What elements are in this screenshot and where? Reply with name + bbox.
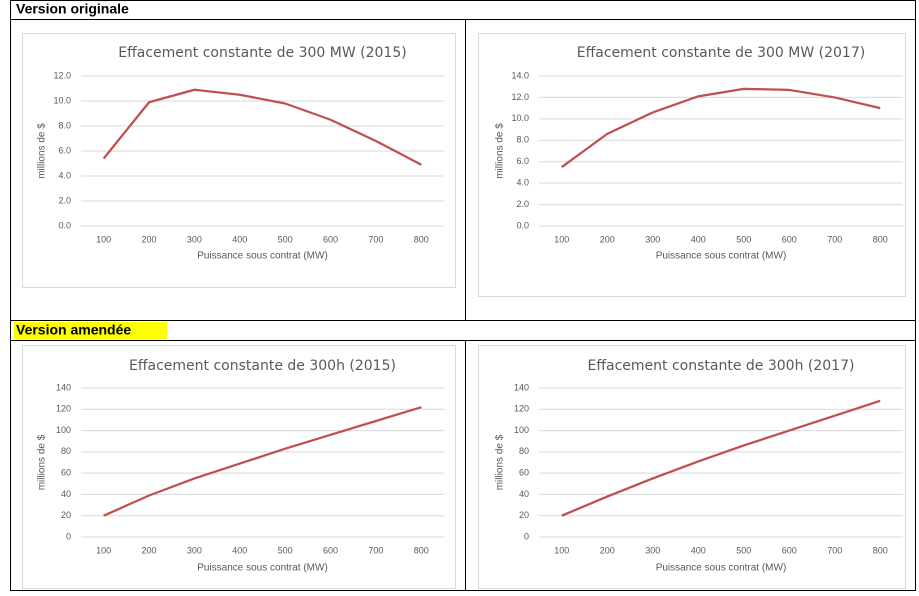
x-tick-label: 100 — [96, 234, 111, 244]
highlight — [14, 322, 167, 339]
y-tick-label: 40 — [519, 489, 529, 499]
x-tick-label: 600 — [323, 234, 338, 244]
y-tick-label: 60 — [519, 468, 529, 478]
y-tick-label: 100 — [56, 425, 71, 435]
chart-frame — [22, 33, 456, 288]
x-tick-label: 500 — [278, 234, 293, 244]
y-tick-label: 12.0 — [53, 70, 71, 80]
y-tick-label: 0 — [66, 531, 71, 541]
x-tick-label: 300 — [187, 234, 202, 244]
y-tick-label: 120 — [56, 404, 71, 414]
line-series — [561, 87, 881, 168]
y-tick-label: 2.0 — [58, 195, 71, 205]
line-series — [102, 88, 422, 166]
chart-title: Effacement constante de 300h (2015) — [129, 358, 396, 374]
x-tick-label: 400 — [691, 234, 706, 244]
y-tick-label: 4.0 — [516, 178, 529, 188]
x-tick-label: 800 — [414, 234, 429, 244]
y-tick-label: 20 — [61, 510, 71, 520]
x-tick-label: 800 — [873, 234, 888, 244]
section-title: Version originale — [16, 1, 129, 17]
x-tick-label: 200 — [142, 545, 157, 555]
x-tick-label: 700 — [368, 234, 383, 244]
y-axis-title: millions de $ — [37, 123, 48, 179]
x-axis-title: Puissance sous contrat (MW) — [197, 563, 328, 574]
y-tick-label: 14.0 — [511, 70, 529, 80]
chart-title: Effacement constante de 300 MW (2015) — [118, 45, 406, 61]
y-tick-label: 8.0 — [516, 135, 529, 145]
chart-frame — [478, 345, 906, 589]
y-tick-label: 2.0 — [516, 199, 529, 209]
x-axis-title: Puissance sous contrat (MW) — [656, 251, 787, 262]
chart-frame — [478, 33, 906, 297]
y-tick-label: 140 — [56, 382, 71, 392]
section-title: Version amendée — [16, 322, 131, 338]
x-tick-label: 200 — [142, 234, 157, 244]
x-axis-title: Puissance sous contrat (MW) — [656, 563, 787, 574]
y-tick-label: 0.0 — [58, 220, 71, 230]
y-axis-title: millions de $ — [495, 123, 506, 179]
x-tick-label: 300 — [645, 234, 660, 244]
x-tick-label: 700 — [368, 545, 383, 555]
y-tick-label: 6.0 — [516, 156, 529, 166]
x-tick-label: 400 — [232, 234, 247, 244]
x-tick-label: 100 — [554, 545, 569, 555]
chart-title: Effacement constante de 300h (2017) — [588, 358, 855, 374]
x-tick-label: 600 — [782, 234, 797, 244]
y-tick-label: 80 — [61, 446, 71, 456]
y-tick-label: 12.0 — [511, 92, 529, 102]
x-tick-label: 100 — [96, 545, 111, 555]
x-tick-label: 200 — [600, 234, 615, 244]
chart-title: Effacement constante de 300 MW (2017) — [577, 45, 865, 61]
y-tick-label: 10.0 — [53, 95, 71, 105]
x-tick-label: 800 — [873, 545, 888, 555]
y-tick-label: 140 — [514, 382, 529, 392]
y-tick-label: 8.0 — [58, 120, 71, 130]
y-tick-label: 10.0 — [511, 113, 529, 123]
x-tick-label: 200 — [600, 545, 615, 555]
y-axis-title: millions de $ — [37, 434, 48, 490]
line-series — [103, 406, 422, 517]
y-axis-title: millions de $ — [495, 434, 506, 490]
y-tick-label: 0 — [524, 531, 529, 541]
x-tick-label: 500 — [736, 234, 751, 244]
x-tick-label: 600 — [782, 545, 797, 555]
x-tick-label: 700 — [827, 545, 842, 555]
x-tick-label: 100 — [554, 234, 569, 244]
x-tick-label: 300 — [645, 545, 660, 555]
y-tick-label: 20 — [519, 510, 529, 520]
x-tick-label: 500 — [278, 545, 293, 555]
y-tick-label: 60 — [61, 468, 71, 478]
y-tick-label: 80 — [519, 446, 529, 456]
x-tick-label: 300 — [187, 545, 202, 555]
x-tick-label: 700 — [827, 234, 842, 244]
y-tick-label: 0.0 — [516, 220, 529, 230]
x-tick-label: 400 — [232, 545, 247, 555]
y-tick-label: 120 — [514, 404, 529, 414]
x-tick-label: 600 — [323, 545, 338, 555]
line-series — [561, 399, 881, 517]
x-tick-label: 400 — [691, 545, 706, 555]
chart-frame — [22, 345, 456, 589]
x-tick-label: 500 — [736, 545, 751, 555]
y-tick-label: 40 — [61, 489, 71, 499]
y-tick-label: 100 — [514, 425, 529, 435]
y-tick-label: 6.0 — [58, 145, 71, 155]
x-tick-label: 800 — [414, 545, 429, 555]
y-tick-label: 4.0 — [58, 170, 71, 180]
x-axis-title: Puissance sous contrat (MW) — [197, 251, 328, 262]
